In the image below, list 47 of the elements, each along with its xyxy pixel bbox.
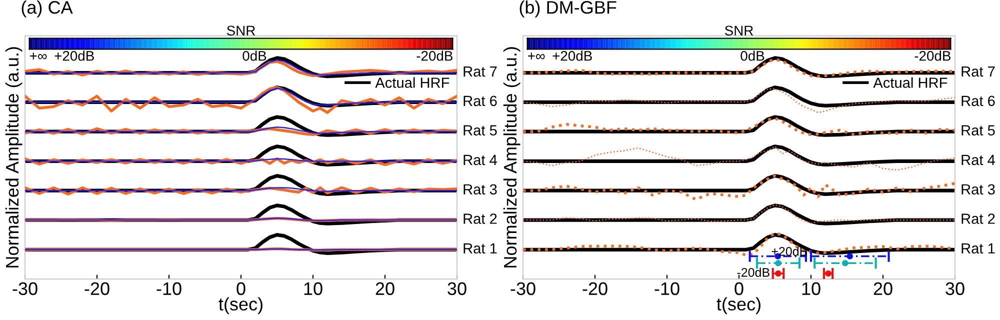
annotation: Rat 4 [464, 154, 497, 166]
legend-label: Actual HRF [375, 77, 450, 88]
x-axis-title: t(sec) [218, 297, 262, 314]
annotation: Rat 1 [464, 243, 497, 254]
annotation: Rat 5 [464, 125, 497, 136]
color-bar-title: SNR [226, 26, 256, 36]
annotation: Rat 1 [962, 243, 995, 254]
annotation: Rat 7 [962, 66, 995, 77]
x-tick-label: 30 [946, 282, 964, 296]
color-bar-label: +∞ [30, 52, 47, 60]
color-bar-label: +20dB [552, 50, 592, 61]
x-tick-label: 20 [874, 282, 892, 296]
color-bar-title: SNR [724, 26, 754, 36]
x-tick-label: 30 [448, 282, 466, 296]
annotation: Rat 5 [962, 125, 995, 136]
annotation: Rat 2 [464, 214, 497, 224]
annotation: Rat 6 [962, 96, 995, 106]
x-axis-title: t(sec) [716, 297, 760, 314]
x-tick-label: 0 [236, 282, 246, 296]
color-bar-label: 0dB [740, 50, 764, 61]
x-tick-label: 20 [376, 282, 394, 296]
color-bar-label: 0dB [242, 50, 266, 61]
annotation: -20dB [737, 268, 770, 277]
x-tick-label: -10 [156, 282, 182, 296]
color-bar-label: +20dB [54, 50, 94, 61]
chart-title: (a) CA [22, 0, 73, 18]
x-tick-label: 10 [802, 282, 820, 296]
annotation: Rat 3 [962, 184, 995, 195]
x-tick-label: 0 [734, 282, 744, 296]
chart-title: (b) DM-GBF [520, 0, 616, 18]
x-tick-label: -30 [510, 282, 536, 296]
legend-label: Actual HRF [873, 77, 948, 88]
color-bar-label: -20dB [416, 50, 452, 61]
annotation: Rat 3 [464, 184, 497, 195]
annotation: Rat 2 [962, 214, 995, 224]
x-tick-label: -30 [12, 282, 38, 296]
color-bar-label: -20dB [914, 50, 950, 61]
annotation: Rat 4 [962, 154, 995, 166]
x-tick-label: -20 [84, 282, 110, 296]
x-tick-label: 10 [304, 282, 322, 296]
color-bar-label: +∞ [528, 52, 545, 60]
y-axis-title: Normalized Amplitude (a.u.) [503, 47, 520, 268]
y-axis-title: Normalized Amplitude (a.u.) [5, 47, 22, 268]
x-tick-label: -20 [582, 282, 608, 296]
annotation: Rat 6 [464, 96, 497, 106]
annotation: Rat 7 [464, 66, 497, 77]
x-tick-label: -10 [654, 282, 680, 296]
